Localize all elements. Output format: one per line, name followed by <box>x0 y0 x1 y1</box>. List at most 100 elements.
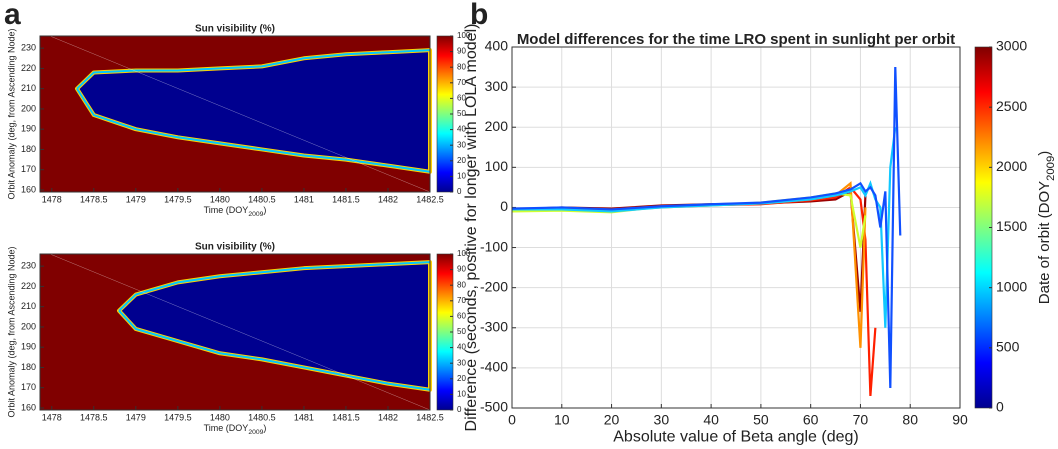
x-tick-label: 1480 <box>210 412 230 422</box>
label-subscript: 2009 <box>1045 156 1057 181</box>
colorbar-label: Date of orbit (DOY2009) <box>1036 151 1057 304</box>
y-axis-label: Difference (seconds, positive for longer… <box>463 24 480 432</box>
x-tick-label: 30 <box>654 411 670 427</box>
shadow-edge <box>118 261 431 312</box>
x-tick-label: 1478.5 <box>80 412 108 422</box>
y-tick-label: 400 <box>485 38 509 54</box>
colorbar-tick-label: 20 <box>457 374 466 383</box>
axes-frame <box>511 46 961 409</box>
y-tick-label: 180 <box>21 144 36 154</box>
x-tick-label: 60 <box>803 411 819 427</box>
x-tick-label: 10 <box>554 411 570 427</box>
x-tick-label: 1481 <box>294 412 314 422</box>
colorbar-tick-label: 60 <box>457 94 466 103</box>
colorbar-tick-label: 90 <box>457 265 466 274</box>
x-axis-label: Time (DOY2009) <box>204 205 267 218</box>
x-tick-label: 1479.5 <box>164 412 192 422</box>
y-tick-label: 160 <box>21 402 36 412</box>
x-tick-label: 1481 <box>294 194 314 204</box>
diagonal-artifact <box>49 35 431 193</box>
diagonal-artifact <box>49 253 431 411</box>
colorbar-tick-label: 0 <box>457 405 462 414</box>
x-tick-label: 1482 <box>378 412 398 422</box>
colorbar-tick-label: 2500 <box>996 98 1027 114</box>
colorbar-tick-label: 1500 <box>996 218 1027 234</box>
axes-frame <box>39 35 431 193</box>
colorbar-tick-label: 3000 <box>996 38 1027 54</box>
y-tick-label: 300 <box>485 78 509 94</box>
x-axis-label: Absolute value of Beta angle (deg) <box>613 429 859 446</box>
colorbar-tick-label: 50 <box>457 327 466 336</box>
y-tick-label: 200 <box>21 103 36 113</box>
colorbar-tick-label: 70 <box>457 296 466 305</box>
label-part: ) <box>263 423 266 433</box>
y-tick-label: 210 <box>21 83 36 93</box>
x-axis-label: Time (DOY2009) <box>204 423 267 436</box>
shadow-edge <box>76 88 431 173</box>
data-line <box>511 67 902 388</box>
x-tick-label: 1481.5 <box>332 412 360 422</box>
x-tick-label: 1479 <box>126 194 146 204</box>
y-tick-label: 210 <box>21 301 36 311</box>
chart-title: Sun visibility (%) <box>195 24 275 35</box>
shadow-edge <box>76 49 431 90</box>
x-tick-label: 80 <box>902 411 918 427</box>
x-tick-label: 1482.5 <box>416 194 444 204</box>
x-tick-label: 40 <box>703 411 719 427</box>
y-tick-label: -200 <box>480 278 508 294</box>
y-tick-label: 170 <box>21 382 36 392</box>
panel-label: a <box>4 0 21 31</box>
x-tick-label: 1480.5 <box>248 194 276 204</box>
y-tick-label: 220 <box>21 281 36 291</box>
y-tick-label: 180 <box>21 362 36 372</box>
x-tick-label: 0 <box>508 411 516 427</box>
y-tick-label: 0 <box>500 198 508 214</box>
colorbar-tick-label: 0 <box>996 399 1004 415</box>
colorbar-tick-label: 80 <box>457 62 466 71</box>
label-part: ) <box>1036 151 1053 156</box>
x-tick-label: 1480 <box>210 194 230 204</box>
y-tick-label: 170 <box>21 164 36 174</box>
panel-label: b <box>470 0 488 31</box>
x-tick-label: 1478.5 <box>80 194 108 204</box>
y-tick-label: -500 <box>480 399 508 415</box>
label-part: Time (DOY <box>204 205 249 215</box>
y-tick-label: -100 <box>480 238 508 254</box>
colorbar-tick-label: 60 <box>457 312 466 321</box>
colorbar-tick-label: 20 <box>457 156 466 165</box>
colorbar-tick-label: 10 <box>457 172 466 181</box>
label-part: ) <box>263 205 266 215</box>
colorbar-tick-label: 2000 <box>996 158 1027 174</box>
y-tick-label: 200 <box>21 321 36 331</box>
colorbar-tick-label: 30 <box>457 140 466 149</box>
x-tick-label: 1478 <box>42 194 62 204</box>
y-tick-label: -400 <box>480 359 508 375</box>
chart-title: Model differences for the time LRO spent… <box>517 31 955 48</box>
colorbar-tick-label: 0 <box>457 187 462 196</box>
y-axis-label: Orbit Anomaly (deg, from Ascending Node) <box>6 28 16 199</box>
x-tick-label: 1482.5 <box>416 412 444 422</box>
x-tick-label: 1481.5 <box>332 194 360 204</box>
colorbar-tick-label: 100 <box>457 249 471 258</box>
shadow-edge <box>118 310 431 391</box>
y-tick-label: 160 <box>21 184 36 194</box>
y-tick-label: 190 <box>21 342 36 352</box>
x-tick-label: 70 <box>853 411 869 427</box>
x-tick-label: 1478 <box>42 412 62 422</box>
chart-title: Sun visibility (%) <box>195 242 275 253</box>
y-tick-label: 230 <box>21 43 36 53</box>
x-tick-label: 90 <box>952 411 968 427</box>
x-tick-label: 1479 <box>126 412 146 422</box>
axes-frame <box>39 253 431 411</box>
y-tick-label: 190 <box>21 124 36 134</box>
colorbar-tick-label: 40 <box>457 343 466 352</box>
label-subscript: 2009 <box>248 429 263 436</box>
colorbar-tick-label: 500 <box>996 339 1020 355</box>
colorbar-tick-label: 1000 <box>996 278 1027 294</box>
x-tick-label: 1482 <box>378 194 398 204</box>
colorbar-tick-label: 100 <box>457 31 471 40</box>
colorbar-tick-label: 40 <box>457 125 466 134</box>
y-tick-label: 220 <box>21 63 36 73</box>
colorbar-tick-label: 80 <box>457 280 466 289</box>
